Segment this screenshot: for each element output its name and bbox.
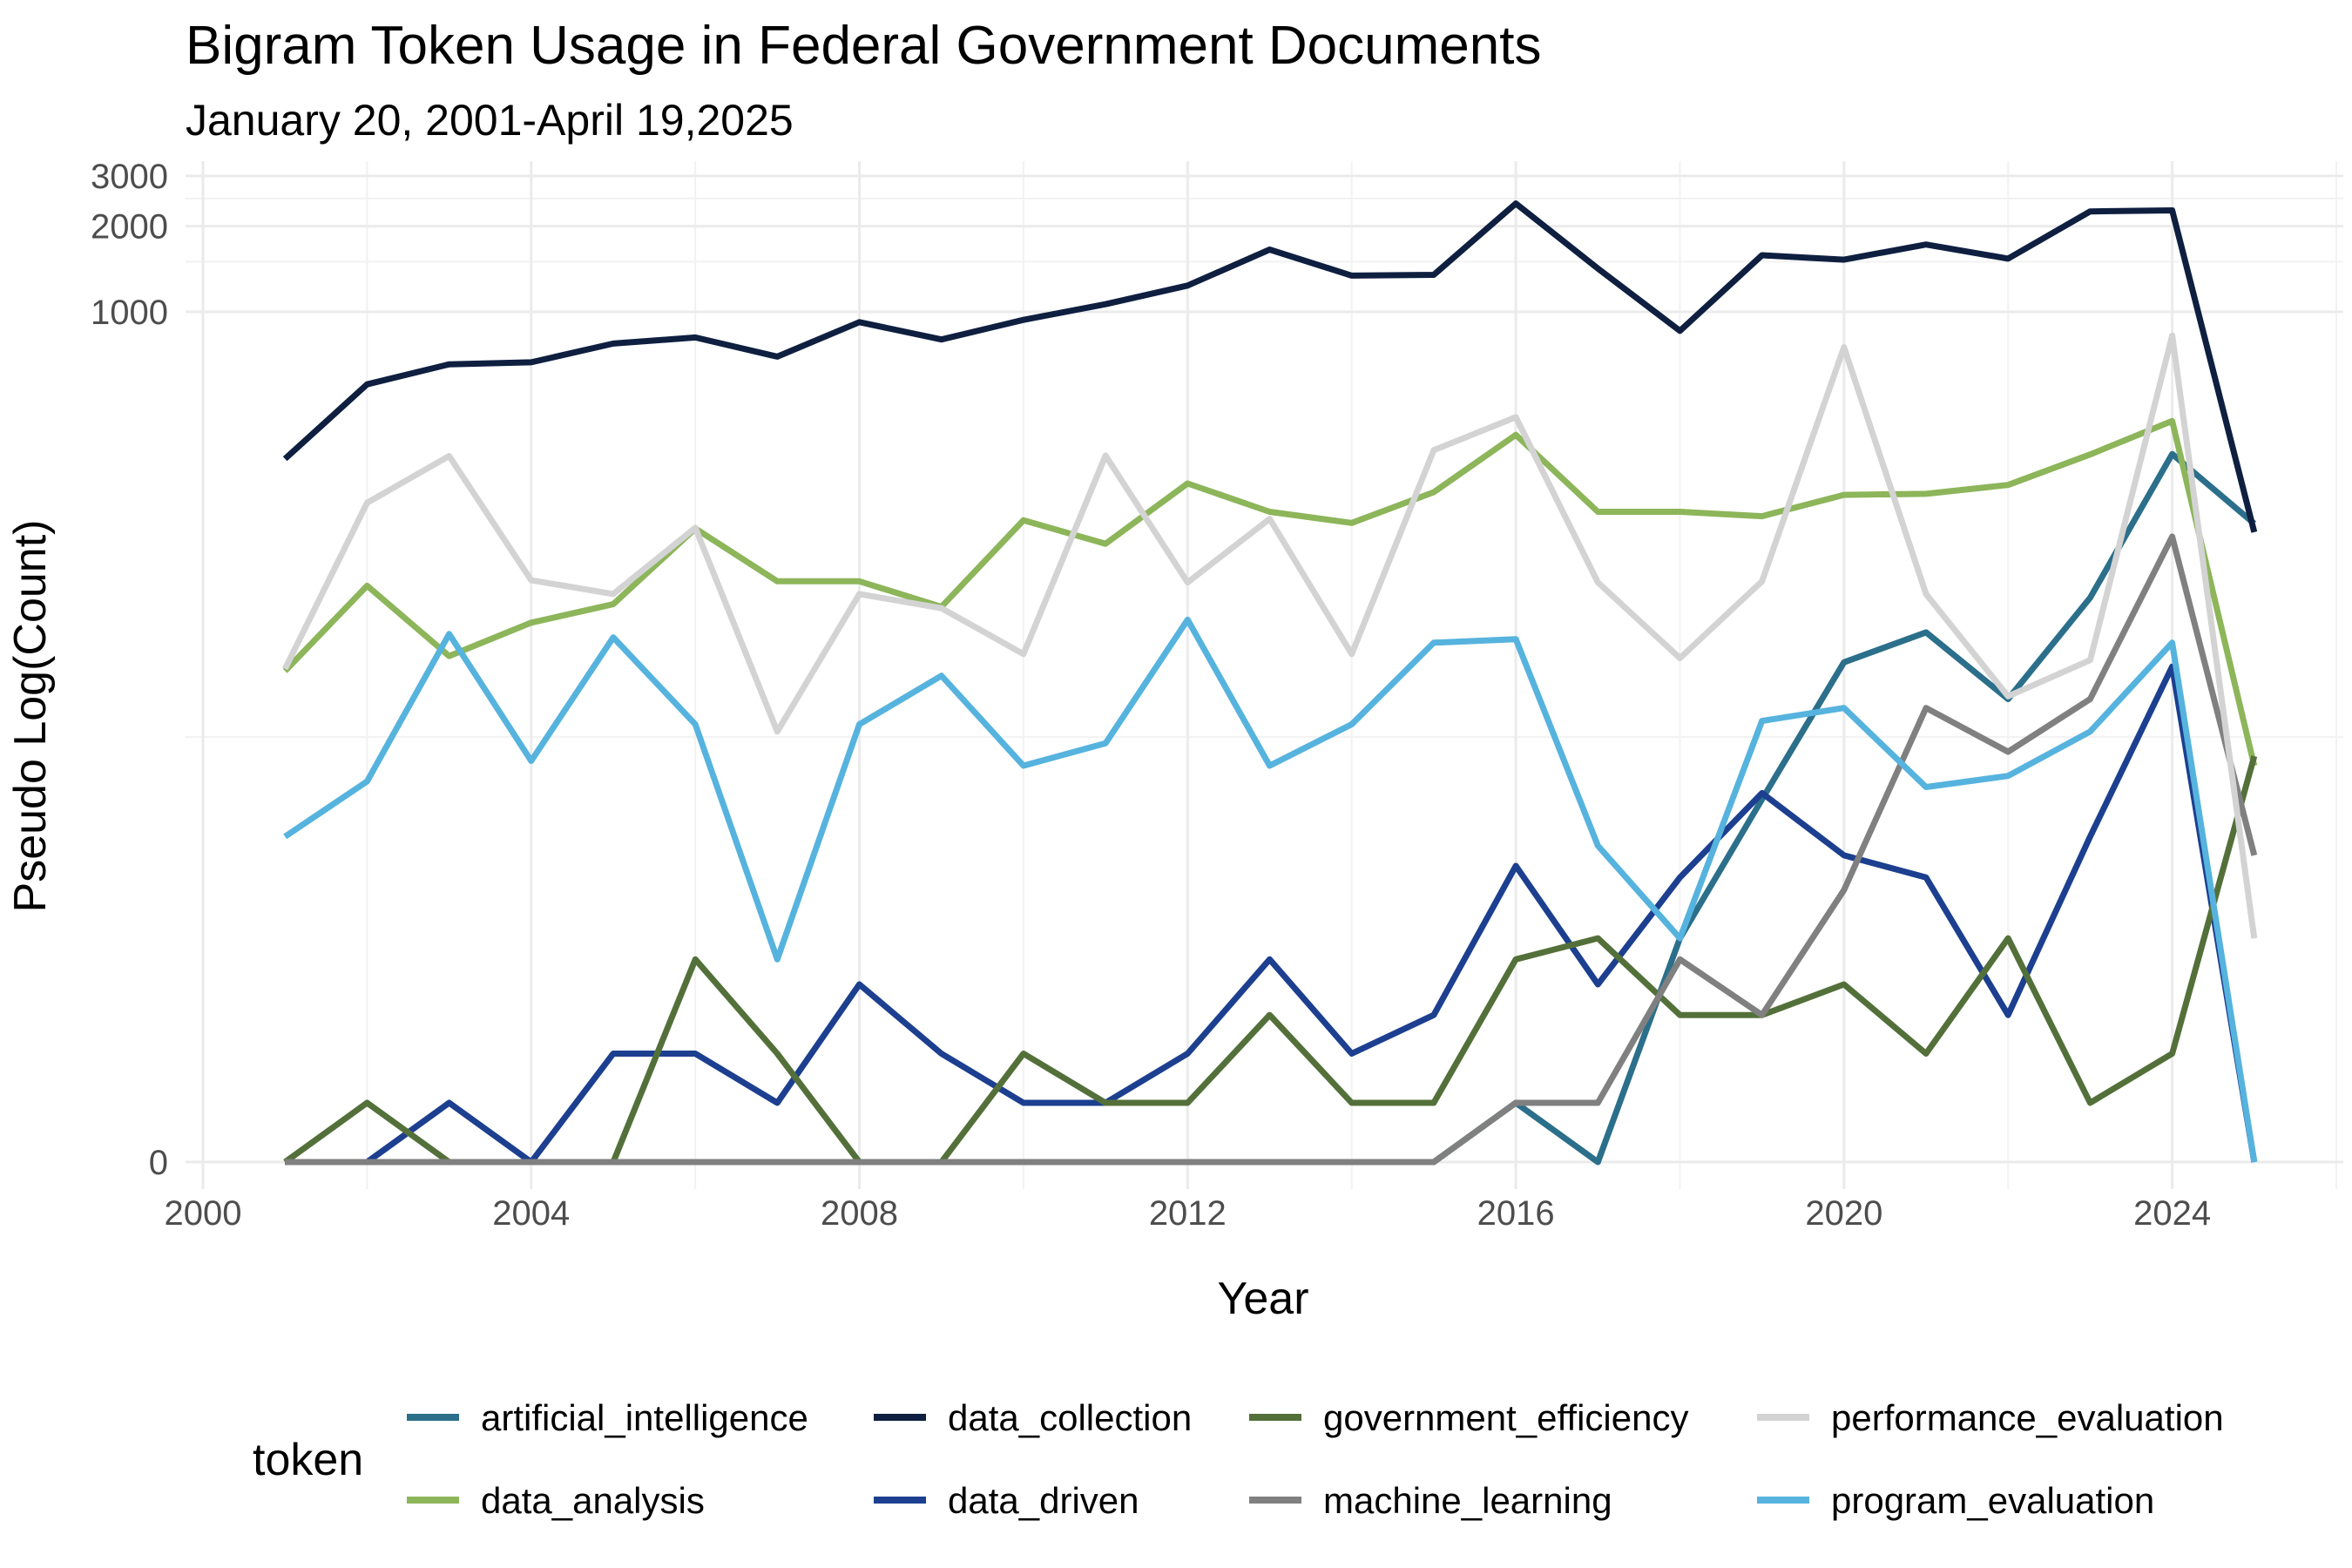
y-axis-ticks: 0 1000 2000 3000	[91, 158, 168, 1182]
x-tick-label: 2008	[821, 1194, 898, 1233]
legend-label-government_efficiency: government_efficiency	[1323, 1397, 1688, 1438]
series-line-data_collection	[282, 200, 2258, 533]
x-tick-label: 2016	[1477, 1194, 1555, 1233]
x-tick-label: 2024	[2133, 1194, 2211, 1233]
legend: artificial_intelligence data_analysis data…	[407, 1397, 2224, 1521]
series-lines	[282, 200, 2258, 1166]
y-tick-label: 2000	[91, 208, 168, 247]
y-tick-label: 3000	[91, 158, 168, 196]
legend-label-data_analysis: data_analysis	[481, 1480, 705, 1521]
y-tick-label: 0	[149, 1144, 168, 1182]
x-tick-label: 2004	[492, 1194, 570, 1233]
legend-label-performance_evaluation: performance_evaluation	[1831, 1397, 2224, 1438]
series-line-data_analysis	[282, 417, 2258, 767]
series-line-program_evaluation	[283, 616, 2258, 1163]
series-line-artificial_intelligence	[285, 450, 2257, 1166]
y-tick-label: 1000	[91, 294, 168, 332]
series-line-data_driven	[285, 663, 2258, 1166]
legend-label-data_driven: data_driven	[948, 1480, 1139, 1521]
x-tick-label: 2012	[1149, 1194, 1227, 1233]
legend-label-program_evaluation: program_evaluation	[1831, 1480, 2154, 1521]
x-axis-title: Year	[1217, 1274, 1308, 1324]
x-tick-label: 2020	[1805, 1194, 1882, 1233]
legend-label-artificial_intelligence: artificial_intelligence	[481, 1397, 808, 1438]
legend-label-machine_learning: machine_learning	[1323, 1480, 1612, 1521]
legend-title: token	[253, 1435, 363, 1485]
chart-title: Bigram Token Usage in Federal Government…	[186, 16, 1541, 76]
series-line-performance_evaluation	[282, 332, 2258, 939]
x-axis-ticks: 2000 2004 2008 2012 2016 2020 2024	[165, 1194, 2212, 1233]
legend-label-data_collection: data_collection	[948, 1397, 1192, 1438]
series-line-machine_learning	[285, 533, 2258, 1166]
chart-subtitle: January 20, 2001-April 19,2025	[186, 96, 794, 145]
x-tick-label: 2000	[165, 1194, 242, 1233]
grid	[186, 161, 2343, 1189]
y-axis-title: Pseudo Log(Count)	[5, 520, 56, 913]
